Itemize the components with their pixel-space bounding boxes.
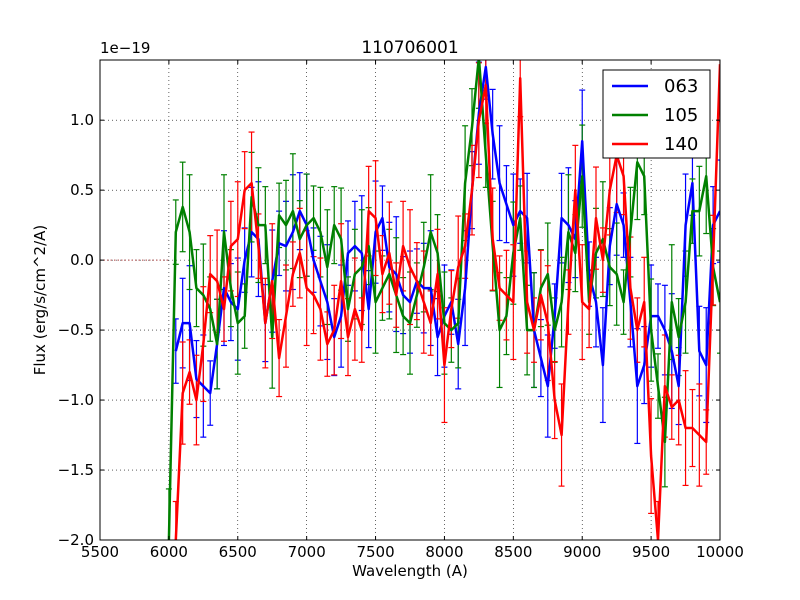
x-tick-label: 8500 [494,543,532,561]
y-tick-label: −1.0 [58,391,94,409]
y-tick-label: 0.0 [70,251,94,269]
x-tick-label: 9000 [563,543,601,561]
legend-label-063: 063 [664,76,698,97]
plot-frame [99,59,721,541]
legend-label-140: 140 [664,134,698,155]
series-layer [165,60,720,540]
y-tick-label: −0.5 [58,321,94,339]
chart-title: 110706001 [361,38,458,58]
x-axis-title: Wavelength (A) [352,562,468,580]
legend: 063 105 140 [602,69,711,159]
x-tick-label: 8000 [425,543,463,561]
y-axis-title: Flux (erg/s/cm^2/A) [31,225,49,376]
series-group [165,60,720,540]
legend-entries: 063 105 140 [612,76,698,155]
x-tick-label: 5500 [81,543,119,561]
x-tick-label: 6000 [150,543,188,561]
y-tick-label: 0.5 [70,181,94,199]
x-tick-label: 6500 [219,543,257,561]
y-tick-label: −2.0 [58,531,94,549]
y-tick-label: −1.5 [58,461,94,479]
x-tick-label: 10000 [696,543,744,561]
y-offset-label: 1e−19 [100,39,150,57]
series-line-140 [174,64,720,540]
legend-label-105: 105 [664,105,698,126]
x-tick-label: 7000 [288,543,326,561]
x-tick-label: 9500 [632,543,670,561]
y-tick-label: 1.0 [70,111,94,129]
x-tick-label: 7500 [356,543,394,561]
axis-ticks: 5500 6000 6500 7000 7500 8000 8500 9000 9500 1000… [58,60,744,561]
